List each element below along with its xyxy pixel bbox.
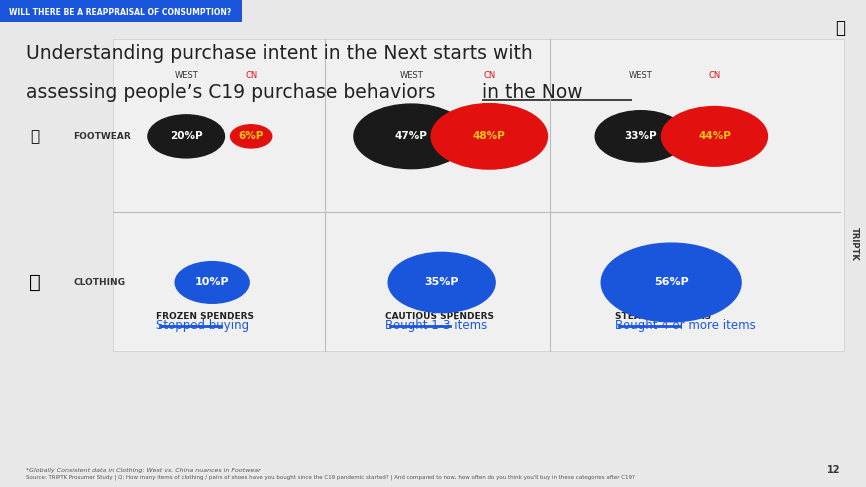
Text: 48%P: 48%P — [473, 131, 506, 141]
Text: 44%P: 44%P — [698, 131, 731, 141]
Text: *Globally Consistent data in Clothing; West vs. China nuances in Footwear: *Globally Consistent data in Clothing; W… — [26, 468, 261, 472]
Circle shape — [388, 252, 495, 313]
Text: FOOTWEAR: FOOTWEAR — [74, 132, 132, 141]
Text: WEST: WEST — [629, 71, 653, 79]
Text: 🌐: 🌐 — [835, 19, 845, 37]
Text: WEST: WEST — [399, 71, 423, 79]
Text: Bought 1-3 items: Bought 1-3 items — [385, 319, 488, 332]
Circle shape — [431, 104, 547, 169]
Circle shape — [148, 115, 224, 158]
Text: assessing people’s C19 purchase behaviors: assessing people’s C19 purchase behavior… — [26, 83, 442, 102]
Text: WEST: WEST — [174, 71, 198, 79]
Text: 10%P: 10%P — [195, 278, 229, 287]
FancyBboxPatch shape — [0, 0, 242, 22]
Circle shape — [601, 243, 741, 322]
Text: Bought 4 or more items: Bought 4 or more items — [615, 319, 756, 332]
Text: CN: CN — [708, 71, 721, 79]
Text: assessing people’s C19 purchase behaviors: assessing people’s C19 purchase behavior… — [26, 83, 442, 102]
Text: 33%P: 33%P — [624, 131, 657, 141]
Text: CN: CN — [483, 71, 495, 79]
Text: CN: CN — [245, 71, 257, 79]
Text: WILL THERE BE A REAPPRAISAL OF CONSUMPTION?: WILL THERE BE A REAPPRAISAL OF CONSUMPTI… — [9, 8, 231, 17]
Text: STEADY SPENDERS: STEADY SPENDERS — [615, 313, 711, 321]
Text: 47%P: 47%P — [395, 131, 428, 141]
Circle shape — [662, 107, 767, 166]
Circle shape — [595, 111, 687, 162]
Text: 🛍: 🛍 — [29, 273, 41, 292]
Text: Understanding purchase intent in the Next starts with: Understanding purchase intent in the Nex… — [26, 44, 533, 63]
Text: Stopped buying: Stopped buying — [156, 319, 249, 332]
Circle shape — [354, 104, 469, 169]
Circle shape — [175, 262, 249, 303]
Text: 20%P: 20%P — [170, 131, 203, 141]
Circle shape — [230, 125, 272, 148]
Text: FROZEN SPENDERS: FROZEN SPENDERS — [156, 313, 254, 321]
Text: CAUTIOUS SPENDERS: CAUTIOUS SPENDERS — [385, 313, 494, 321]
Text: in the Now: in the Now — [482, 83, 583, 102]
Text: CLOTHING: CLOTHING — [74, 278, 126, 287]
Text: 56%P: 56%P — [654, 278, 688, 287]
Text: Source: TRIPTK Prosumer Study | Q: How many items of clothing / pairs of shoes h: Source: TRIPTK Prosumer Study | Q: How m… — [26, 475, 635, 480]
Text: 👟: 👟 — [30, 129, 39, 144]
Text: 12: 12 — [826, 465, 840, 475]
Text: TRIPTK: TRIPTK — [850, 226, 859, 261]
Text: 35%P: 35%P — [424, 278, 459, 287]
Text: 6%P: 6%P — [238, 131, 264, 141]
FancyBboxPatch shape — [113, 39, 844, 351]
